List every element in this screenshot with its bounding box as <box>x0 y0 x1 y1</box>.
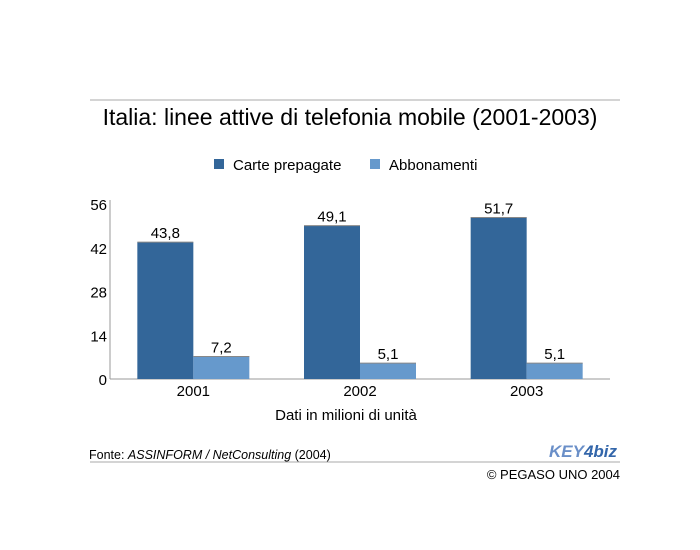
bar-carte-prepagate-2001 <box>137 242 194 379</box>
copyright: © PEGASO UNO 2004 <box>487 467 620 482</box>
legend: Carte prepagate Abbonamenti <box>214 157 477 174</box>
x-tick-label: 2003 <box>510 383 543 400</box>
bar-carte-prepagate-2003 <box>470 217 527 379</box>
bar-carte-prepagate-2002 <box>304 225 360 379</box>
legend-label: Abbonamenti <box>389 157 477 174</box>
x-axis-label: Dati in milioni di unità <box>275 407 417 424</box>
bar-abbonamenti-2001 <box>193 356 250 379</box>
data-label: 49,1 <box>317 209 346 226</box>
x-tick-label: 2001 <box>177 383 210 400</box>
data-label: 7,2 <box>211 340 232 357</box>
bar-abbonamenti-2002 <box>360 363 416 379</box>
y-tick-label: 56 <box>90 197 107 214</box>
legend-label: Carte prepagate <box>233 157 341 174</box>
key4biz-logo: KEY4biz <box>549 442 618 461</box>
logo-text: KEY4biz <box>549 442 618 461</box>
x-tick-label: 2002 <box>343 383 376 400</box>
y-tick-label: 14 <box>90 328 107 345</box>
bar-abbonamenti-2003 <box>526 363 583 379</box>
y-tick-label: 42 <box>90 241 107 258</box>
data-label: 5,1 <box>544 346 565 363</box>
data-label: 5,1 <box>378 346 399 363</box>
y-tick-label: 28 <box>90 285 107 302</box>
y-tick-label: 0 <box>99 372 107 389</box>
legend-swatch <box>214 159 224 169</box>
data-label: 43,8 <box>151 225 180 242</box>
source-note: Fonte: ASSINFORM / NetConsulting (2004) <box>89 448 331 462</box>
bars: 43,8 7,2 49,1 5,1 51,7 5,1 <box>137 200 583 379</box>
data-label: 51,7 <box>484 200 513 217</box>
legend-swatch <box>370 159 380 169</box>
chart-title: Italia: linee attive di telefonia mobile… <box>103 104 598 130</box>
